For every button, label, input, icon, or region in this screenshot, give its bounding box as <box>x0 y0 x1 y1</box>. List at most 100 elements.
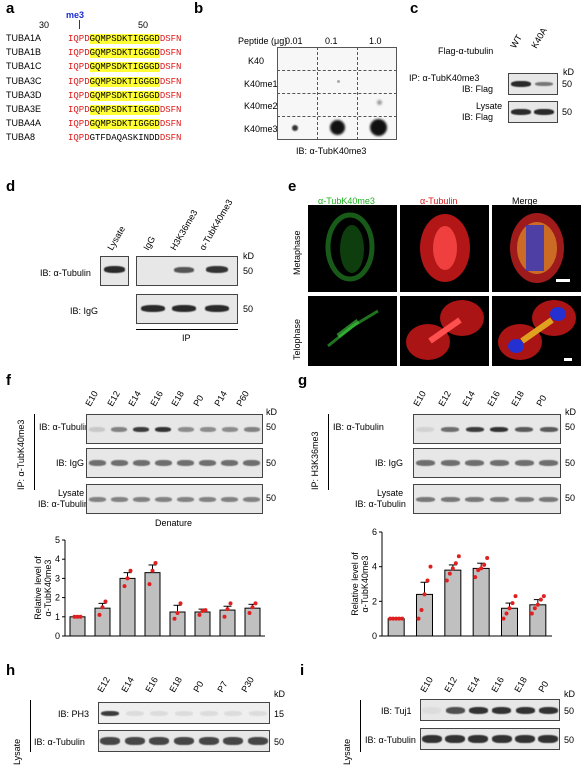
lane-label: E14 <box>126 389 144 408</box>
marker-f2: 50 <box>266 458 277 468</box>
amount-1: 0.01 <box>285 36 303 46</box>
y-tick-label: 5 <box>55 535 60 545</box>
band <box>206 266 228 273</box>
y-tick-label: 6 <box>372 527 377 537</box>
kd-label-g: kD <box>565 407 576 417</box>
seq-prefix: IQPD <box>68 48 90 59</box>
data-point <box>253 601 258 606</box>
c-row1-l1: IP: α-TubK40me3 <box>409 73 480 83</box>
data-point <box>479 566 484 571</box>
bar-chart-g: 0 2 4 6 Relative level of α-TubK40me3 <box>350 527 552 640</box>
data-point <box>485 556 490 560</box>
lane-label: E16 <box>488 675 506 694</box>
data-point <box>419 608 424 612</box>
band <box>441 426 459 432</box>
lane-label: E14 <box>460 389 478 408</box>
panel-letter-c: c <box>410 0 419 17</box>
seq-suffix: DSFN <box>159 76 182 87</box>
y-axis-label: Relative level of <box>33 556 43 620</box>
data-point <box>476 568 481 573</box>
data-point <box>97 612 102 617</box>
y-axis-label: α-TubK40me3 <box>43 560 53 617</box>
alignment-row: TUBA1B IQPDGQMPSDKTIGGGDDSFN <box>6 47 181 59</box>
row-telophase: Telophase <box>292 318 302 360</box>
band <box>174 737 194 745</box>
lane-label: P7 <box>215 679 230 694</box>
lane-label: E18 <box>509 389 527 408</box>
alignment-row: TUBA1A IQPDGQMPSDKTIGGGDDSFN <box>6 33 181 44</box>
y-tick-label: 3 <box>55 573 60 583</box>
dot-blot-divider <box>277 93 397 94</box>
data-point <box>482 562 487 567</box>
position-marker <box>79 20 80 29</box>
band <box>174 267 194 273</box>
y-tick-label: 0 <box>372 631 377 640</box>
marker-h2: 50 <box>274 737 285 747</box>
data-point <box>103 599 108 604</box>
lane-label: E18 <box>167 675 185 694</box>
band <box>224 710 243 716</box>
band <box>154 460 172 466</box>
data-point <box>75 614 80 619</box>
data-point <box>422 592 427 597</box>
alignment-row: TUBA3E IQPDGQMPSDKTIGGGDDSFN <box>6 104 181 115</box>
panel-letter-e: e <box>288 178 297 195</box>
f-row1: IB: α-Tubulin <box>39 422 90 432</box>
band <box>445 706 465 714</box>
lane-tubk40me3: α-TubK40me3 <box>197 197 235 252</box>
band <box>132 460 150 466</box>
lane-label: E12 <box>441 675 459 694</box>
band <box>223 737 244 745</box>
band <box>248 710 267 716</box>
band <box>539 496 559 502</box>
bar <box>144 572 161 637</box>
panel-letter-a: a <box>6 0 15 17</box>
lane-label: P14 <box>212 389 230 408</box>
band <box>175 710 193 716</box>
band <box>538 706 558 714</box>
lane-label: E10 <box>83 389 101 408</box>
band <box>132 496 150 502</box>
seq-core: GQMPSDKTIGGGD <box>89 34 160 44</box>
marker-d1: 50 <box>243 266 254 276</box>
panel-letter-f: f <box>6 372 11 389</box>
dot-10 <box>370 119 387 136</box>
c-row2-l1: Lysate <box>476 101 503 111</box>
g-row2: IB: IgG <box>375 458 404 468</box>
pos-end: 50 <box>138 20 149 30</box>
y-axis-label: Relative level of <box>350 552 360 616</box>
data-point <box>428 564 433 569</box>
lane-wt: WT <box>508 32 524 50</box>
lane-label: P0 <box>190 393 206 408</box>
bar-chart-f: 0 1 2 3 4 5 Relative level of α-TubK40me3 <box>33 535 265 640</box>
y-tick-label: 2 <box>372 596 377 606</box>
band <box>468 706 488 714</box>
dot-blot-divider <box>357 47 358 140</box>
marker-i1: 50 <box>564 706 575 716</box>
marker-f1: 50 <box>266 422 277 432</box>
band <box>243 460 261 466</box>
marker-h1: 15 <box>274 709 285 719</box>
lane-label: E16 <box>484 389 502 408</box>
data-point <box>100 605 105 610</box>
data-point <box>125 576 130 581</box>
bar <box>69 616 86 637</box>
data-point <box>175 610 180 615</box>
data-point <box>513 594 518 599</box>
row-k40me3: K40me3 <box>244 124 278 134</box>
data-point <box>178 601 183 606</box>
lane-label: P60 <box>233 389 251 408</box>
panel-letter-d: d <box>6 178 16 195</box>
band <box>205 305 229 312</box>
ip-label-d: IP <box>182 333 191 343</box>
panel-letter-i: i <box>300 662 305 679</box>
y-tick-label: 2 <box>55 593 60 603</box>
band <box>465 426 484 432</box>
band <box>534 109 554 115</box>
band <box>538 735 559 743</box>
band <box>88 460 106 466</box>
lane-igg: IgG <box>141 234 158 252</box>
col-merge: Merge <box>512 196 538 206</box>
seq-core: GQMPSDKTIGGGD <box>89 76 160 87</box>
gene-name: TUBA3E <box>6 104 42 114</box>
